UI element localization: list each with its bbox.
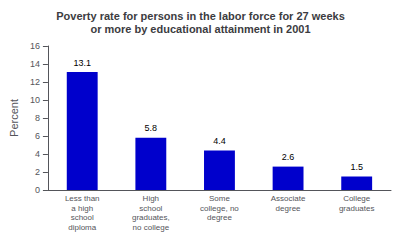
svg-text:Poverty rate for persons in th: Poverty rate for persons in the labor fo… — [56, 10, 345, 22]
svg-text:school: school — [139, 204, 162, 213]
svg-text:no college: no college — [133, 223, 170, 232]
svg-text:a high: a high — [71, 204, 93, 213]
svg-text:8: 8 — [35, 113, 40, 123]
svg-text:4: 4 — [35, 149, 40, 159]
svg-text:0: 0 — [35, 185, 40, 195]
svg-text:Less than: Less than — [65, 194, 100, 203]
svg-text:or more by educational attainm: or more by educational attainment in 200… — [90, 23, 310, 35]
svg-text:2.6: 2.6 — [282, 152, 295, 162]
svg-text:school: school — [71, 213, 94, 222]
svg-text:Associate: Associate — [271, 194, 306, 203]
svg-text:1.5: 1.5 — [350, 162, 363, 172]
svg-text:2: 2 — [35, 167, 40, 177]
svg-text:Some: Some — [209, 194, 230, 203]
svg-text:4.4: 4.4 — [213, 136, 226, 146]
svg-text:12: 12 — [30, 77, 40, 87]
svg-text:5.8: 5.8 — [145, 123, 158, 133]
svg-text:Percent: Percent — [8, 99, 20, 137]
svg-text:graduates: graduates — [339, 204, 375, 213]
svg-text:college, no: college, no — [200, 204, 239, 213]
svg-text:High: High — [143, 194, 159, 203]
svg-text:College: College — [343, 194, 371, 203]
svg-text:14: 14 — [30, 59, 40, 69]
svg-text:diploma: diploma — [68, 223, 97, 232]
svg-text:graduates,: graduates, — [132, 213, 170, 222]
svg-text:degree: degree — [276, 204, 301, 213]
svg-text:16: 16 — [30, 41, 40, 51]
svg-text:6: 6 — [35, 131, 40, 141]
svg-text:10: 10 — [30, 95, 40, 105]
svg-text:13.1: 13.1 — [73, 58, 91, 68]
svg-text:degree: degree — [207, 213, 232, 222]
